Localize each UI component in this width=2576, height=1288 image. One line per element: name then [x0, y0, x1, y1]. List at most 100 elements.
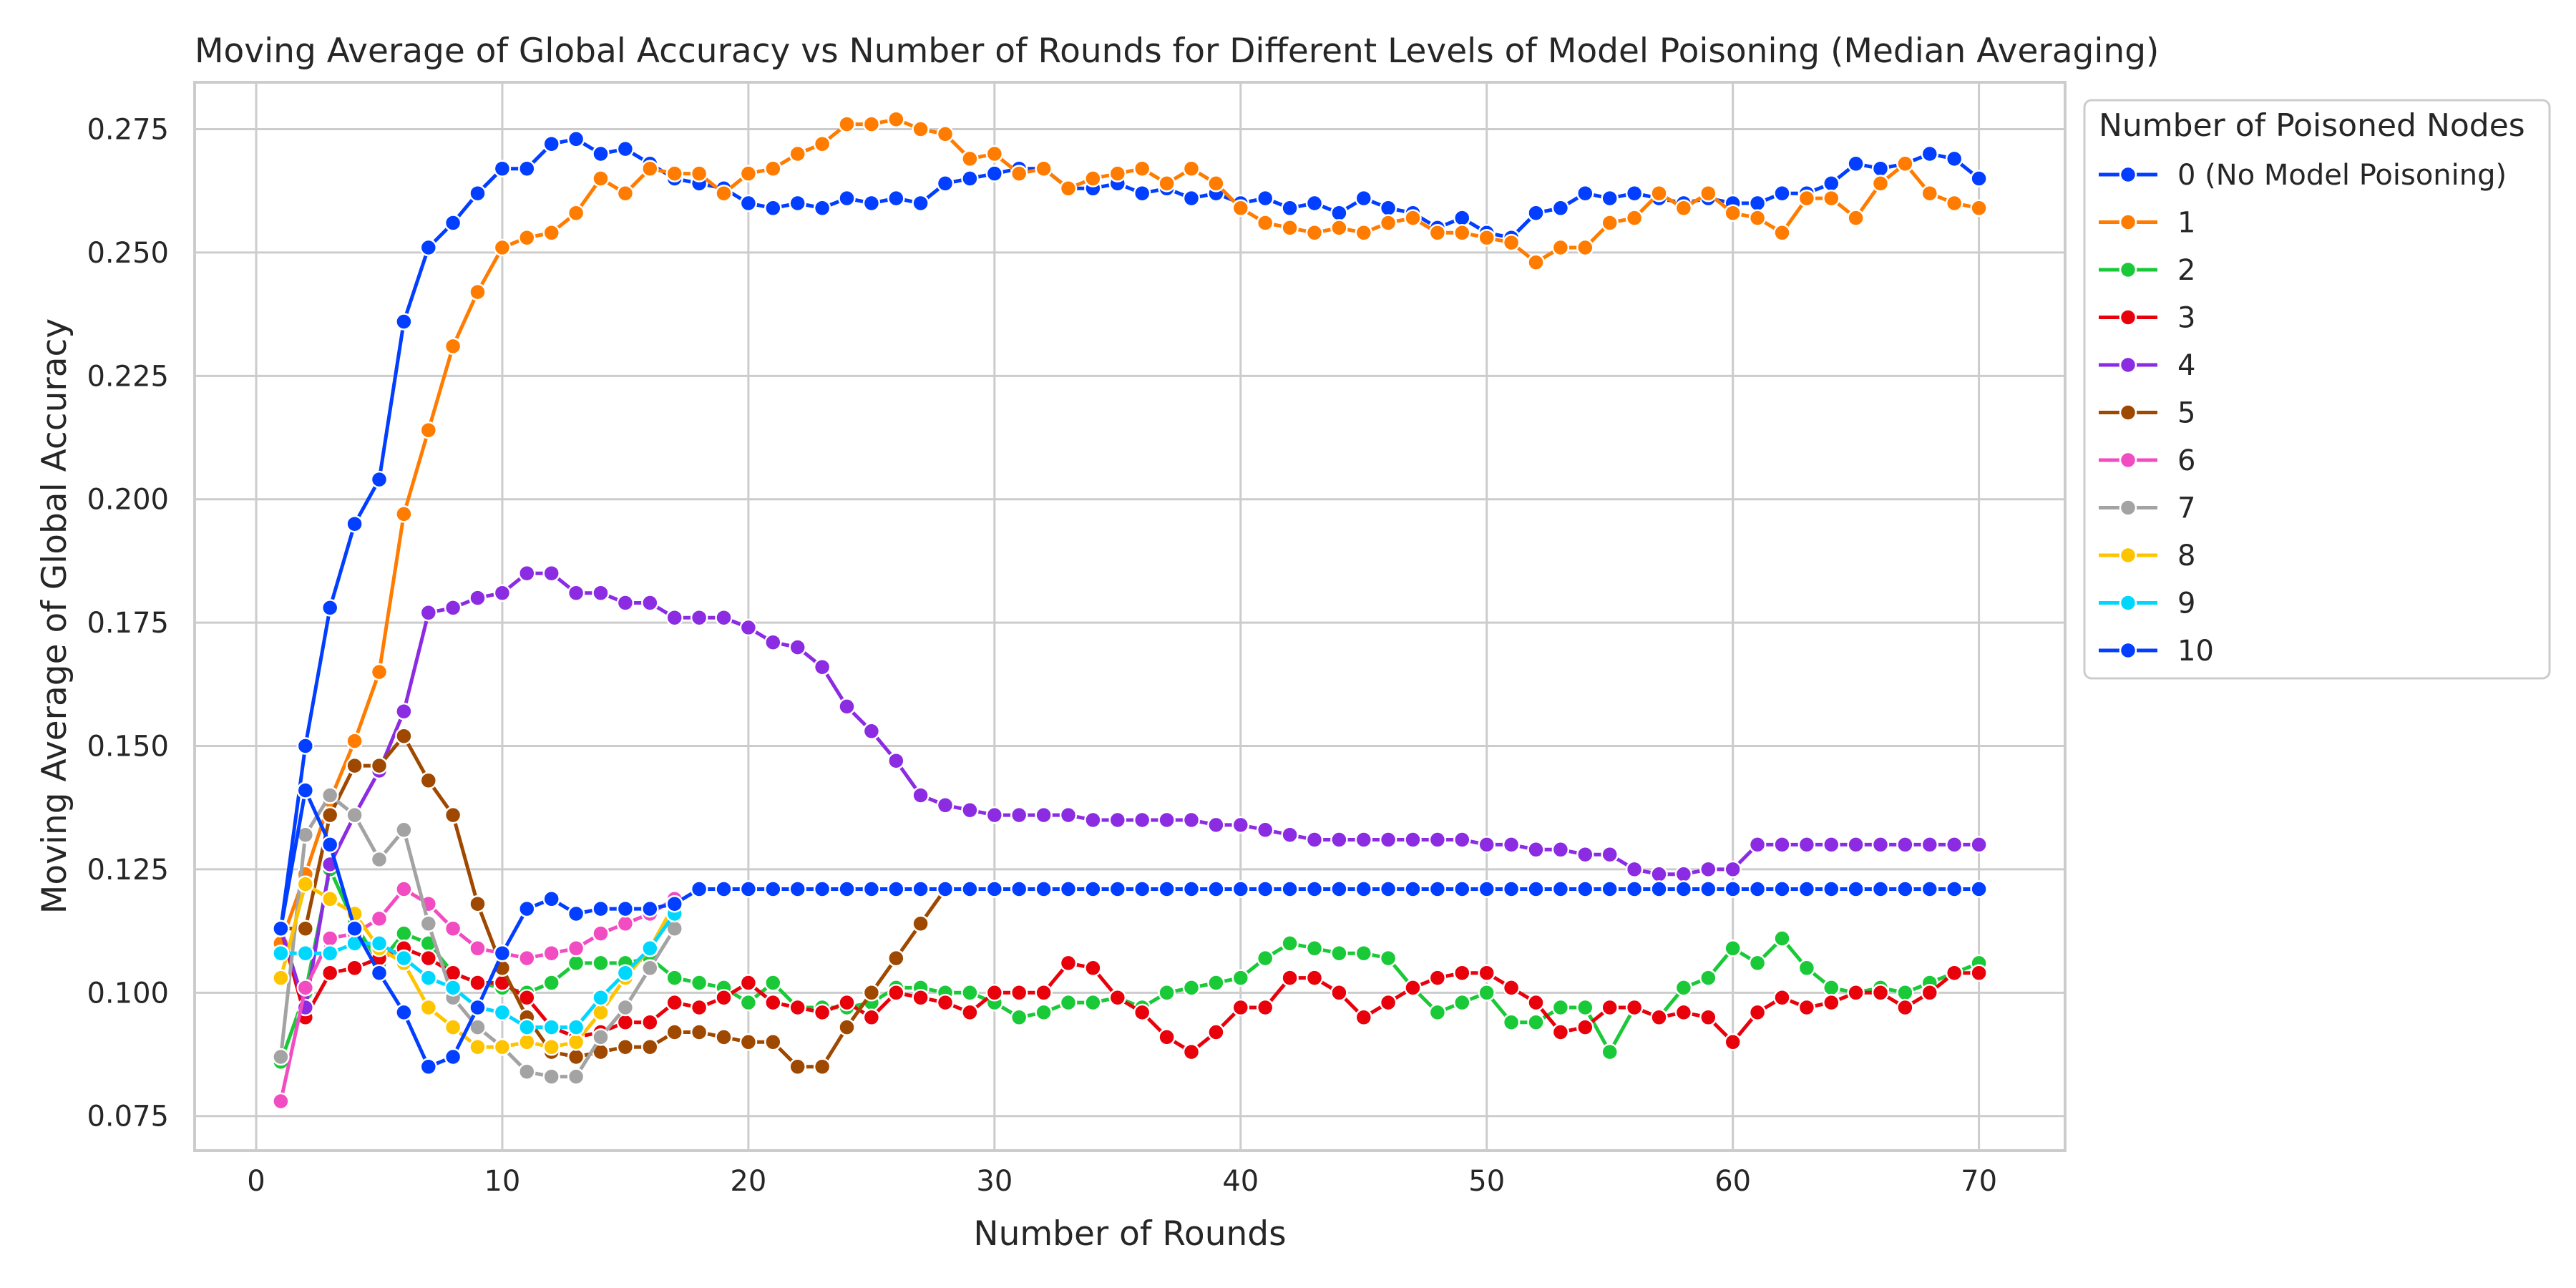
data-point-3-x48 [1428, 969, 1447, 987]
series-line-4 [279, 571, 1979, 1010]
data-point-3-x58 [1674, 1003, 1693, 1022]
data-point-5-x3 [321, 806, 339, 824]
data-point-1-x39 [1207, 175, 1225, 192]
data-point-8-x7 [419, 998, 438, 1017]
data-point-2-x64 [1823, 979, 1840, 997]
data-point-2-x43 [1305, 940, 1324, 957]
data-point-6-x3 [321, 930, 339, 947]
data-point-9-x16 [641, 940, 659, 957]
legend-entry-3: 3 [2099, 302, 2195, 335]
data-point-0-no-model-poisoning-x61 [1748, 194, 1767, 213]
data-point-4-x6 [395, 702, 413, 721]
data-point-1-x54 [1576, 238, 1594, 257]
data-point-10-x29 [961, 880, 979, 898]
data-point-3-x47 [1404, 979, 1422, 997]
data-point-3-x20 [739, 974, 758, 992]
data-point-0-no-model-poisoning-x22 [789, 194, 806, 213]
data-point-10-x4 [346, 919, 364, 937]
data-point-4-x29 [961, 801, 979, 819]
data-point-1-x6 [395, 505, 413, 523]
data-point-10-x18 [690, 880, 708, 898]
data-point-1-x52 [1527, 253, 1545, 271]
data-point-1-x42 [1281, 219, 1299, 237]
data-point-4-x8 [444, 599, 462, 617]
data-point-0-no-model-poisoning-x6 [395, 313, 413, 331]
data-point-3-x18 [690, 998, 708, 1017]
data-point-5-x16 [641, 1038, 659, 1056]
data-point-3-x29 [961, 1003, 979, 1022]
data-point-10-x39 [1207, 880, 1225, 898]
data-point-10-x27 [912, 880, 930, 898]
data-point-10-x50 [1478, 880, 1496, 898]
data-point-6-x5 [370, 909, 389, 928]
data-point-1-x19 [715, 184, 733, 203]
data-point-3-x51 [1502, 979, 1521, 997]
data-point-4-x16 [641, 594, 659, 612]
data-point-0-no-model-poisoning-x14 [592, 145, 610, 163]
data-point-6-x11 [518, 949, 536, 967]
data-point-4-x67 [1896, 836, 1914, 854]
data-point-4-x22 [789, 638, 806, 656]
data-point-10-x25 [862, 880, 881, 898]
data-point-4-x55 [1601, 845, 1619, 864]
data-point-2-x44 [1330, 944, 1348, 962]
data-point-1-x49 [1453, 224, 1471, 242]
grid [195, 82, 2065, 1151]
data-point-1-x48 [1428, 224, 1447, 242]
y-tick-label-0-075: 0.075 [87, 1101, 169, 1133]
legend-entry-10: 10 [2099, 635, 2214, 668]
data-point-4-x59 [1699, 860, 1717, 879]
data-point-3-x23 [813, 1003, 831, 1022]
data-point-9-x8 [444, 979, 462, 997]
data-point-0-no-model-poisoning-x5 [370, 470, 389, 489]
data-point-3-x64 [1823, 993, 1840, 1012]
data-point-3-x52 [1527, 993, 1545, 1012]
legend-label-3: 3 [2177, 302, 2195, 335]
data-point-0-no-model-poisoning-x44 [1330, 204, 1348, 222]
data-point-0-no-model-poisoning-x27 [912, 194, 930, 213]
data-point-6-x8 [444, 919, 462, 937]
data-point-4-x62 [1773, 836, 1791, 854]
legend: Number of Poisoned Nodes 0 (No Model Poi… [2083, 99, 2551, 680]
data-point-1-x51 [1502, 233, 1521, 252]
data-point-10-x22 [789, 880, 806, 898]
data-point-1-x60 [1724, 204, 1742, 222]
data-point-1-x24 [838, 115, 856, 133]
data-point-10-x46 [1379, 880, 1397, 898]
data-point-4-x27 [912, 786, 930, 804]
data-point-10-x17 [665, 894, 683, 913]
data-point-3-x21 [764, 993, 782, 1012]
data-point-4-x64 [1823, 836, 1840, 854]
data-point-5-x15 [616, 1038, 635, 1056]
data-point-4-x15 [616, 594, 635, 612]
series-1 [272, 110, 1988, 952]
data-point-3-x61 [1748, 1003, 1767, 1022]
data-point-1-x15 [616, 184, 635, 203]
data-point-5-x4 [346, 756, 364, 775]
data-point-4-x46 [1379, 831, 1397, 849]
legend-swatch-marker [2119, 308, 2137, 326]
series-line-1 [279, 117, 1980, 945]
legend-swatch-marker [2119, 404, 2137, 421]
data-point-6-x6 [395, 880, 413, 898]
data-point-3-x3 [321, 964, 339, 982]
data-point-3-x17 [665, 993, 683, 1012]
data-point-3-x68 [1921, 984, 1939, 1002]
data-point-2-x45 [1355, 944, 1373, 962]
data-point-7-x1 [272, 1048, 290, 1066]
data-point-4-x41 [1256, 821, 1274, 839]
data-point-10-x68 [1921, 880, 1939, 898]
y-tick-label-0-175: 0.175 [87, 607, 169, 640]
data-point-2-x37 [1158, 984, 1176, 1002]
data-point-3-x35 [1108, 988, 1127, 1007]
data-point-7-x7 [419, 914, 438, 933]
data-point-10-x7 [419, 1058, 438, 1076]
data-point-7-x12 [542, 1068, 560, 1085]
data-point-7-x5 [370, 850, 389, 869]
data-point-6-x9 [469, 940, 487, 957]
legend-swatch-marker [2119, 260, 2137, 279]
data-point-3-x38 [1182, 1043, 1201, 1061]
x-tick-label-30: 30 [976, 1165, 1013, 1198]
data-point-10-x36 [1133, 880, 1151, 898]
data-point-9-x14 [592, 988, 610, 1007]
